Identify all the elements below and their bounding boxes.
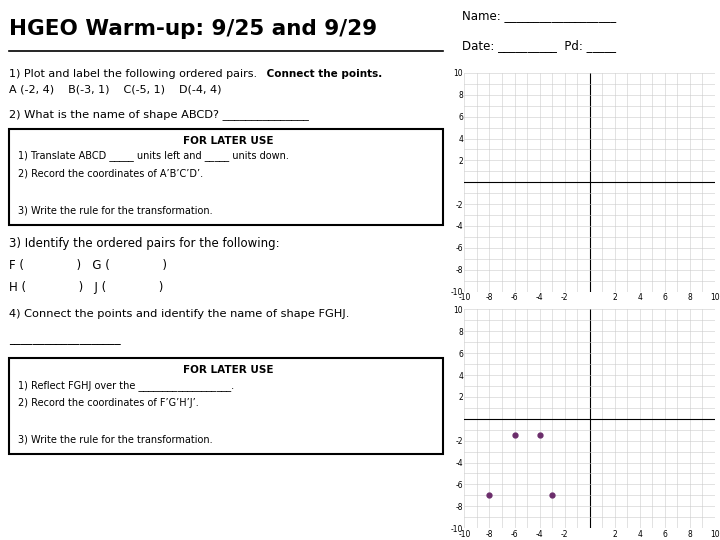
Text: ___________________: ___________________ — [9, 332, 121, 345]
FancyBboxPatch shape — [9, 358, 444, 454]
Text: 1) Reflect FGHJ over the ___________________.: 1) Reflect FGHJ over the _______________… — [18, 380, 235, 390]
Text: H (              )   J (              ): H ( ) J ( ) — [9, 281, 163, 294]
Text: HGEO Warm-up: 9/25 and 9/29: HGEO Warm-up: 9/25 and 9/29 — [9, 19, 377, 39]
Text: 3) Write the rule for the transformation.: 3) Write the rule for the transformation… — [18, 205, 213, 215]
Text: FOR LATER USE: FOR LATER USE — [184, 136, 274, 146]
Text: 2) Record the coordinates of A’B’C’D’.: 2) Record the coordinates of A’B’C’D’. — [18, 168, 204, 179]
FancyBboxPatch shape — [9, 129, 444, 225]
Text: 4) Connect the points and identify the name of shape FGHJ.: 4) Connect the points and identify the n… — [9, 309, 349, 320]
Text: 1) Plot and label the following ordered pairs.: 1) Plot and label the following ordered … — [9, 69, 257, 79]
Text: 2) What is the name of shape ABCD? _______________: 2) What is the name of shape ABCD? _____… — [9, 109, 309, 120]
Text: 2) Record the coordinates of F’G’H’J’.: 2) Record the coordinates of F’G’H’J’. — [18, 398, 199, 408]
Text: 3) Identify the ordered pairs for the following:: 3) Identify the ordered pairs for the fo… — [9, 237, 280, 249]
Text: Connect the points.: Connect the points. — [263, 69, 382, 79]
Text: 3) Write the rule for the transformation.: 3) Write the rule for the transformation… — [18, 435, 213, 445]
Text: A (-2, 4)    B(-3, 1)    C(-5, 1)    D(-4, 4): A (-2, 4) B(-3, 1) C(-5, 1) D(-4, 4) — [9, 85, 222, 95]
Text: F (              )   G (              ): F ( ) G ( ) — [9, 259, 167, 272]
Text: Date: __________  Pd: _____: Date: __________ Pd: _____ — [462, 39, 616, 52]
Text: Name: ___________________: Name: ___________________ — [462, 10, 616, 23]
Text: FOR LATER USE: FOR LATER USE — [184, 365, 274, 375]
Text: 1) Translate ABCD _____ units left and _____ units down.: 1) Translate ABCD _____ units left and _… — [18, 150, 289, 161]
